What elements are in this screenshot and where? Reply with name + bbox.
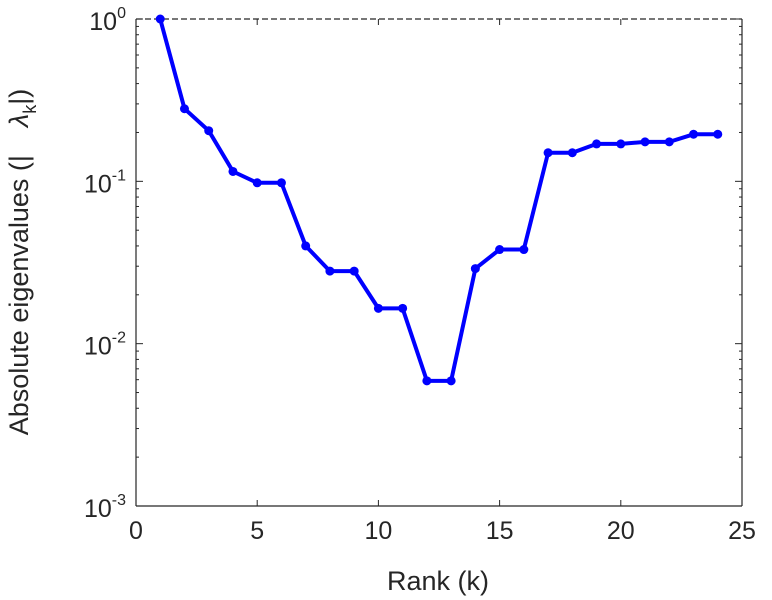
- data-point: [592, 139, 602, 149]
- y-axis-title-symbol: λ: [4, 114, 34, 129]
- data-point: [373, 303, 383, 313]
- x-tick-label: 20: [607, 517, 635, 545]
- data-point: [616, 139, 626, 149]
- data-point: [713, 129, 723, 139]
- data-point: [495, 245, 505, 255]
- x-tick-label: 15: [486, 517, 514, 545]
- y-tick-label: 100: [89, 5, 126, 36]
- y-tick-label: 10-2: [84, 330, 126, 361]
- data-point: [276, 178, 286, 188]
- data-point: [252, 178, 262, 188]
- y-axis-title: Absolute eigenvalues (| λk|): [4, 89, 40, 436]
- data-point: [567, 148, 577, 158]
- y-tick-label: 10-3: [84, 492, 126, 523]
- series-line: [158, 18, 718, 383]
- data-point: [349, 266, 359, 276]
- data-point: [179, 104, 189, 114]
- y-axis: 100 10-1 10-2 10-3: [84, 5, 742, 523]
- x-axis-title: Rank (k): [387, 566, 489, 596]
- x-tick-label: 10: [364, 517, 392, 545]
- data-point: [664, 137, 674, 147]
- data-point: [470, 264, 480, 274]
- y-axis-title-close: |): [4, 89, 34, 105]
- data-point: [155, 14, 165, 24]
- y-axis-title-text: Absolute eigenvalues (|: [4, 155, 34, 435]
- data-point: [204, 126, 214, 136]
- x-tick-label: 25: [728, 517, 756, 545]
- data-point: [301, 241, 311, 251]
- data-point: [640, 137, 650, 147]
- y-axis-title-subscript: k: [20, 104, 40, 114]
- x-axis: 0 5 10 15 20 25: [129, 19, 756, 545]
- data-point: [689, 129, 699, 139]
- data-point: [422, 376, 432, 386]
- series-layer: [155, 14, 723, 386]
- x-tick-label: 5: [250, 517, 264, 545]
- data-point: [228, 166, 238, 176]
- data-point: [446, 376, 456, 386]
- x-tick-label: 0: [129, 517, 143, 545]
- data-point: [519, 245, 529, 255]
- data-point: [325, 266, 335, 276]
- y-tick-label: 10-1: [84, 167, 126, 198]
- data-point: [543, 148, 553, 158]
- axes-frame: [135, 18, 743, 507]
- data-point: [398, 303, 408, 313]
